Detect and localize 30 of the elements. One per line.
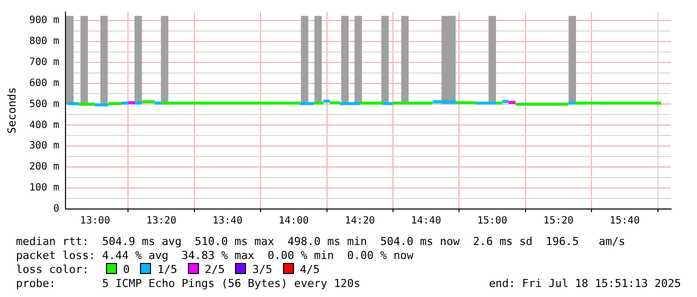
x-tick-label: 14:40 — [411, 216, 442, 227]
legend-label: 4/5 — [300, 263, 321, 276]
legend-label: 3/5 — [252, 263, 274, 276]
text: probe: 5 ICMP Echo Pings (56 Bytes) every 120s — [16, 277, 360, 290]
y-tick-label: 600 m — [29, 78, 60, 89]
y-tick-label: 900 m — [29, 14, 60, 26]
legend-label: 2/5 — [204, 263, 226, 276]
y-tick-label: 400 m — [29, 120, 60, 131]
x-tick-label: 13:40 — [212, 216, 243, 227]
y-tick-label: 200 m — [29, 162, 60, 173]
text: loss color: — [16, 263, 89, 276]
x-tick-label: 15:40 — [610, 216, 640, 227]
y-tick-label: 0 — [53, 204, 60, 215]
y-tick-label: 700 m — [29, 56, 60, 68]
x-tick-label: 13:20 — [146, 216, 176, 227]
y-tick-label: 800 m — [29, 36, 60, 47]
y-axis-title: Seconds — [5, 87, 18, 134]
y-tick-label: 500 m — [29, 98, 60, 110]
text: end: Fri Jul 18 15:51:13 2025 — [488, 277, 681, 290]
legend-label: 0 — [123, 263, 131, 276]
x-tick-label: 15:00 — [477, 216, 508, 227]
y-tick-label: 300 m — [29, 140, 60, 152]
x-tick-label: 13:00 — [80, 216, 110, 227]
text: packet loss: 4.44 % avg 34.83 % max 0.00 % min 0.00 % now — [16, 249, 414, 262]
text: median rtt: 504.9 ms avg 510.0 ms max 498.0 ms min 504.0 ms now 2.6 ms sd 196.5 am/s — [16, 235, 626, 248]
x-tick-label: 15:20 — [543, 216, 574, 227]
x-tick-label: 14:00 — [278, 216, 309, 227]
y-tick-label: 100 m — [29, 182, 60, 194]
legend-label: 1/5 — [157, 263, 178, 276]
x-tick-label: 14:20 — [344, 216, 375, 227]
